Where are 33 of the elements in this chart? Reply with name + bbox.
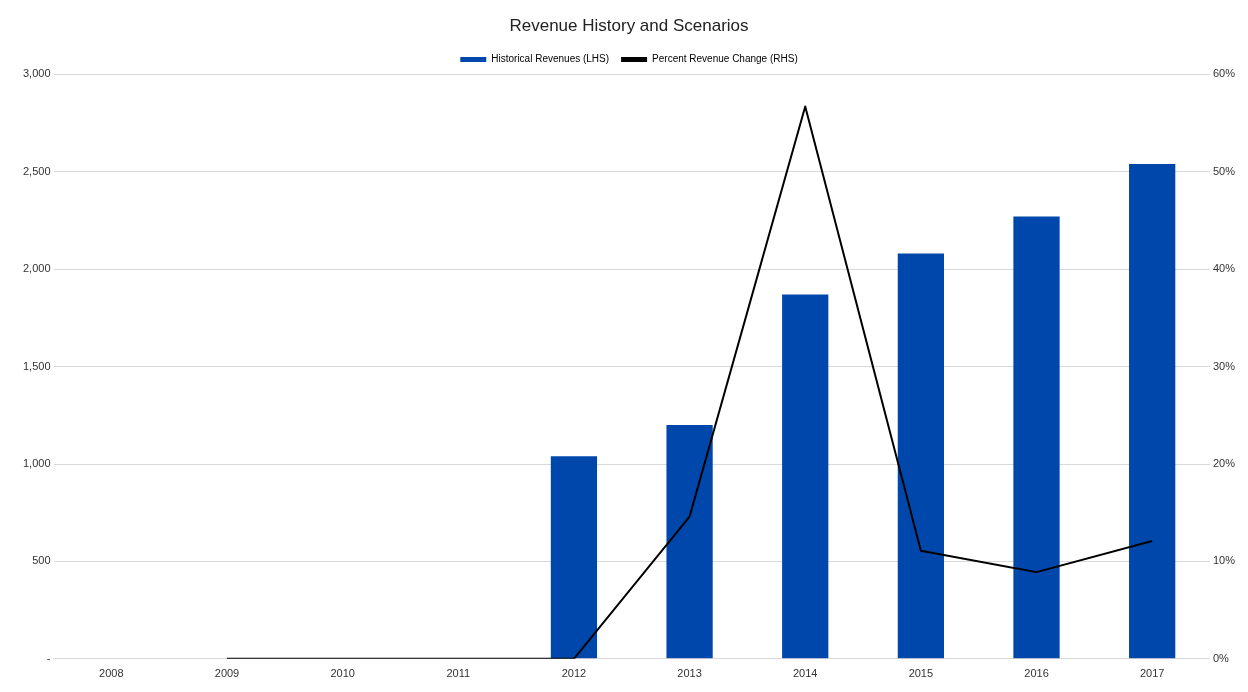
y-tick-label: 500 [32,554,51,567]
y-tick-label: - [46,651,51,664]
x-tick-label: 2017 [1139,667,1165,680]
x-tick-label: 2009 [214,667,240,680]
y2-tick-label: 60% [1212,67,1236,80]
bar [1013,216,1060,659]
x-tick-label: 2011 [446,667,471,680]
y-tick-label: 2,500 [23,164,51,177]
x-tick-label: 2008 [99,667,124,680]
bar [550,456,598,659]
bar [666,425,713,659]
x-tick-label: 2015 [908,667,934,680]
y2-tick-label: 50% [1212,164,1236,177]
y2-tick-label: 40% [1212,262,1236,275]
y-tick-label: 2,000 [23,262,51,275]
y2-tick-label: 20% [1212,457,1236,470]
y-tick-label: 1,500 [23,359,51,372]
legend-label: Percent Revenue Change (RHS) [652,53,798,65]
y-tick-label: 1,000 [23,457,51,470]
chart-title: Revenue History and Scenarios [509,15,749,35]
y2-tick-label: 10% [1212,554,1236,567]
x-tick-label: 2014 [792,667,818,680]
y-tick-label: 3,000 [23,67,51,80]
x-tick-label: 2012 [561,667,587,680]
y2-tick-label: 0% [1212,651,1230,664]
x-tick-label: 2010 [330,667,355,680]
bar [897,253,944,659]
y2-tick-label: 30% [1212,359,1236,372]
x-tick-label: 2013 [677,667,702,680]
legend-label: Historical Revenues (LHS) [491,53,610,65]
bar [782,294,829,659]
bar [1129,164,1176,659]
x-tick-label: 2016 [1024,667,1049,680]
